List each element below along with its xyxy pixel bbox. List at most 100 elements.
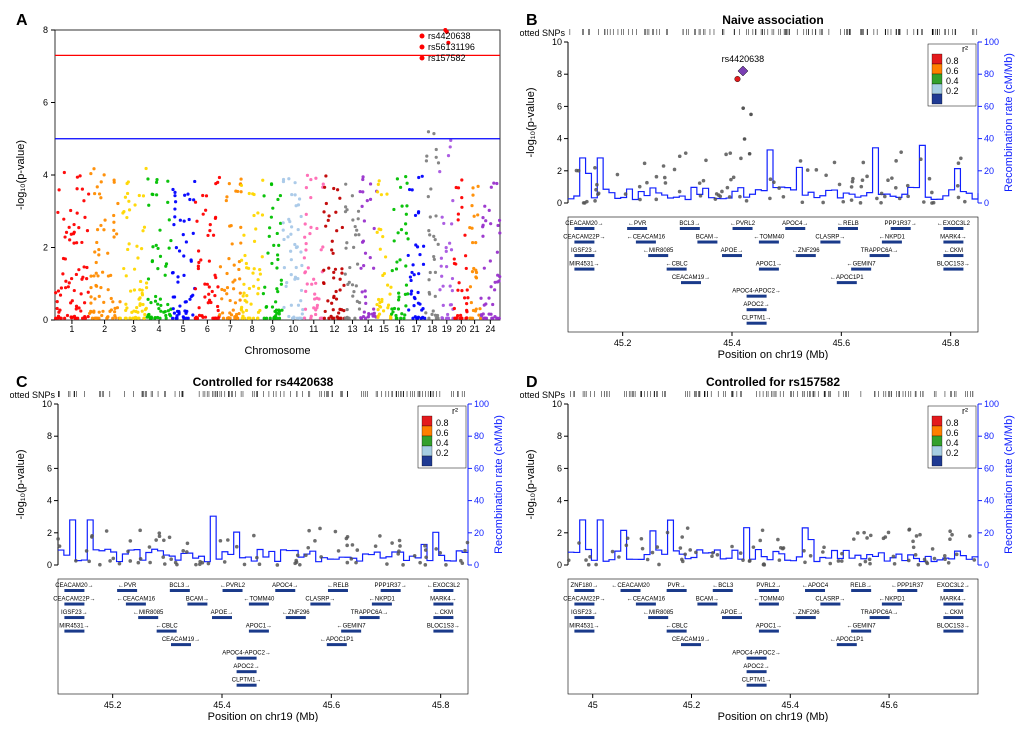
svg-text:0: 0 <box>557 560 562 570</box>
svg-text:←TOMM40: ←TOMM40 <box>753 597 785 603</box>
svg-text:0.4: 0.4 <box>436 438 449 448</box>
svg-text:MARK4→: MARK4→ <box>430 597 457 603</box>
svg-text:0.2: 0.2 <box>946 86 959 96</box>
svg-text:EXOC3L2→: EXOC3L2→ <box>937 583 970 589</box>
svg-text:8: 8 <box>557 431 562 441</box>
panel-b: B Naive associationPlotted SNPs024681002… <box>520 10 1020 362</box>
svg-text:←NKPD1: ←NKPD1 <box>369 597 396 603</box>
svg-text:APOC2→: APOC2→ <box>233 664 259 670</box>
svg-text:2: 2 <box>557 528 562 538</box>
svg-text:←EXOC3L2: ←EXOC3L2 <box>937 221 971 227</box>
svg-text:BCL3→: BCL3→ <box>169 583 190 589</box>
svg-text:12: 12 <box>329 324 339 334</box>
svg-text:0: 0 <box>984 560 989 570</box>
svg-text:CEACAM22P→: CEACAM22P→ <box>563 597 605 603</box>
svg-text:Position on chr19 (Mb): Position on chr19 (Mb) <box>718 711 829 722</box>
svg-text:←PVR: ←PVR <box>628 221 647 227</box>
svg-text:80: 80 <box>984 69 994 79</box>
svg-text:6: 6 <box>205 324 210 334</box>
svg-text:6: 6 <box>557 101 562 111</box>
svg-text:0.8: 0.8 <box>946 418 959 428</box>
panel-d: D Controlled for rs157582Plotted SNPs024… <box>520 372 1020 724</box>
svg-text:←TOMM40: ←TOMM40 <box>243 597 275 603</box>
svg-text:10: 10 <box>552 37 562 47</box>
svg-text:←CEACAM16: ←CEACAM16 <box>627 597 666 603</box>
svg-text:-log₁₀(p-value): -log₁₀(p-value) <box>15 449 27 519</box>
locuszoom-d: Controlled for rs157582Plotted SNPs02468… <box>520 372 1020 722</box>
svg-text:0: 0 <box>43 315 48 325</box>
svg-text:←GEMIN7: ←GEMIN7 <box>337 624 367 630</box>
svg-text:←CBLC: ←CBLC <box>666 262 689 268</box>
svg-text:80: 80 <box>984 431 994 441</box>
svg-text:CLPTM1→: CLPTM1→ <box>742 678 772 684</box>
svg-text:r²: r² <box>962 44 968 54</box>
svg-text:←CEACAM16: ←CEACAM16 <box>117 597 156 603</box>
svg-text:10: 10 <box>552 399 562 409</box>
svg-text:CEACAM20→: CEACAM20→ <box>55 583 93 589</box>
svg-text:BLOC1S3→: BLOC1S3→ <box>937 624 970 630</box>
svg-text:45.2: 45.2 <box>104 700 122 710</box>
svg-text:←CBLC: ←CBLC <box>156 624 179 630</box>
svg-text:←MIR8085: ←MIR8085 <box>643 248 674 254</box>
svg-text:CEACAM22P→: CEACAM22P→ <box>53 597 95 603</box>
svg-text:20: 20 <box>984 528 994 538</box>
svg-text:←MIR8085: ←MIR8085 <box>133 610 164 616</box>
svg-text:0: 0 <box>557 198 562 208</box>
svg-text:3: 3 <box>131 324 136 334</box>
svg-text:24: 24 <box>485 324 495 334</box>
svg-text:-log₁₀(p-value): -log₁₀(p-value) <box>525 449 537 519</box>
svg-text:BCAM→: BCAM→ <box>696 235 719 241</box>
svg-text:4: 4 <box>156 324 161 334</box>
svg-text:20: 20 <box>474 528 484 538</box>
svg-text:10: 10 <box>288 324 298 334</box>
svg-text:6: 6 <box>43 98 48 108</box>
svg-text:RELB→: RELB→ <box>850 583 872 589</box>
panel-c: C Controlled for rs4420638Plotted SNPs02… <box>10 372 510 724</box>
svg-text:-log₁₀(p-value): -log₁₀(p-value) <box>525 87 537 157</box>
svg-text:CEACAM19→: CEACAM19→ <box>162 637 200 643</box>
svg-text:←PPP1R37: ←PPP1R37 <box>891 583 924 589</box>
svg-text:IGSF23→: IGSF23→ <box>571 248 598 254</box>
svg-text:0.8: 0.8 <box>436 418 449 428</box>
svg-text:←ZNF296: ←ZNF296 <box>792 248 820 254</box>
svg-text:100: 100 <box>984 37 999 47</box>
svg-text:PPP1R37→: PPP1R37→ <box>375 583 407 589</box>
svg-text:4: 4 <box>557 134 562 144</box>
svg-text:CEACAM19→: CEACAM19→ <box>672 275 710 281</box>
svg-text:0.6: 0.6 <box>946 66 959 76</box>
svg-text:APOC1→: APOC1→ <box>756 624 782 630</box>
svg-text:APOE→: APOE→ <box>721 248 744 254</box>
svg-text:MARK4→: MARK4→ <box>940 597 967 603</box>
svg-text:APOC4-APOC2→: APOC4-APOC2→ <box>222 651 271 657</box>
svg-text:40: 40 <box>474 496 484 506</box>
svg-text:45: 45 <box>588 700 598 710</box>
svg-text:0.8: 0.8 <box>946 56 959 66</box>
svg-text:←ZNF296: ←ZNF296 <box>792 610 820 616</box>
svg-text:45.6: 45.6 <box>323 700 341 710</box>
svg-text:←CKM: ←CKM <box>944 248 963 254</box>
svg-text:7: 7 <box>228 324 233 334</box>
svg-text:0.2: 0.2 <box>946 448 959 458</box>
svg-text:APOC4→: APOC4→ <box>782 221 808 227</box>
svg-text:MARK4→: MARK4→ <box>940 235 967 241</box>
svg-text:BLOC1S3→: BLOC1S3→ <box>937 262 970 268</box>
svg-text:-log₁₀(p-value): -log₁₀(p-value) <box>15 140 27 210</box>
svg-text:←GEMIN7: ←GEMIN7 <box>847 624 877 630</box>
svg-text:TRAPPC6A→: TRAPPC6A→ <box>351 610 389 616</box>
locuszoom-b: Naive associationPlotted SNPs02468100204… <box>520 10 1020 360</box>
svg-text:BCAM→: BCAM→ <box>696 597 719 603</box>
svg-text:4: 4 <box>47 496 52 506</box>
svg-text:←NKPD1: ←NKPD1 <box>879 597 906 603</box>
svg-text:9: 9 <box>270 324 275 334</box>
svg-text:CLASRP→: CLASRP→ <box>305 597 335 603</box>
svg-text:0.6: 0.6 <box>436 428 449 438</box>
svg-text:60: 60 <box>474 463 484 473</box>
svg-text:0.4: 0.4 <box>946 438 959 448</box>
svg-text:Controlled for rs157582: Controlled for rs157582 <box>706 375 840 389</box>
svg-text:0.2: 0.2 <box>436 448 449 458</box>
svg-text:Controlled for rs4420638: Controlled for rs4420638 <box>193 375 334 389</box>
svg-text:Recombination rate (cM/Mb): Recombination rate (cM/Mb) <box>1003 53 1015 192</box>
svg-text:45.8: 45.8 <box>432 700 450 710</box>
svg-text:r²: r² <box>962 406 968 416</box>
locuszoom-c: Controlled for rs4420638Plotted SNPs0246… <box>10 372 510 722</box>
